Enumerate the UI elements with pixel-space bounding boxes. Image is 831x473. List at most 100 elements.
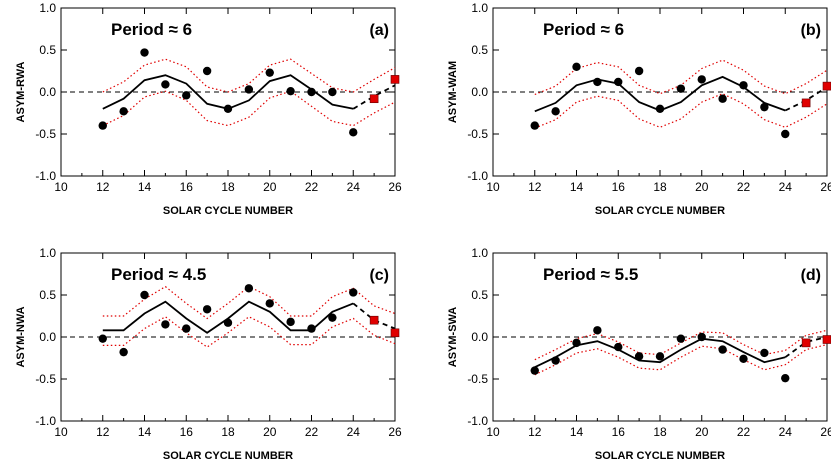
observed-point (551, 107, 560, 116)
observed-point (739, 81, 748, 90)
x-axis-label: SOLAR CYCLE NUMBER (595, 205, 725, 217)
y-tick-label: 1.0 (471, 1, 488, 15)
x-tick-label: 12 (528, 180, 542, 194)
x-tick-label: 10 (486, 425, 500, 439)
x-tick-label: 10 (486, 180, 500, 194)
lower-confidence-line (534, 344, 828, 376)
observed-point (98, 334, 107, 343)
observed-point (161, 80, 170, 89)
observed-point (202, 66, 212, 76)
observed-point (530, 121, 539, 130)
x-tick-label: 22 (737, 180, 751, 194)
x-tick-label: 20 (263, 425, 277, 439)
x-tick-label: 10 (54, 180, 68, 194)
x-tick-label: 14 (138, 425, 152, 439)
y-tick-label: -1.0 (35, 169, 56, 183)
observed-point (697, 332, 706, 342)
observed-point (140, 48, 149, 57)
observed-point (265, 68, 274, 77)
x-tick-label: 14 (138, 180, 152, 194)
panel-b: Period ≈ 6 (b) SOLAR CYCLE NUMBER ASYM-W… (447, 1, 831, 217)
panel-label: (c) (369, 267, 389, 284)
fit-line (102, 300, 354, 334)
x-tick-label: 10 (54, 425, 68, 439)
observed-point (634, 66, 644, 76)
observed-point (760, 102, 769, 112)
observed-point (676, 84, 686, 93)
predicted-point (801, 98, 811, 108)
observed-point (307, 87, 316, 97)
observed-point (307, 324, 316, 333)
observed-point (530, 366, 539, 375)
observed-point (614, 77, 623, 87)
chart-title: Period ≈ 6 (543, 20, 624, 39)
x-axis-label: SOLAR CYCLE NUMBER (163, 205, 293, 217)
observed-point (718, 345, 727, 354)
x-tick-label: 18 (653, 425, 667, 439)
y-tick-label: 0.5 (39, 43, 56, 57)
x-tick-label: 16 (612, 425, 626, 439)
panel-a: Period ≈ 6 (a) SOLAR CYCLE NUMBER ASYM-R… (15, 1, 402, 217)
fit-line-forecast (352, 84, 396, 110)
x-tick-label: 18 (653, 180, 667, 194)
observed-point (760, 348, 769, 358)
x-tick-label: 16 (180, 425, 194, 439)
observed-point (676, 334, 686, 343)
y-tick-label: 0.0 (471, 85, 488, 99)
panel-label: (b) (801, 22, 821, 39)
observed-point (634, 352, 644, 361)
observed-point (328, 87, 337, 97)
predicted-point (390, 75, 400, 84)
observed-point (739, 354, 748, 364)
observed-point (551, 356, 560, 365)
predicted-point (822, 335, 831, 344)
observed-point (223, 104, 233, 114)
x-tick-label: 26 (388, 180, 402, 194)
panel-label: (a) (369, 22, 389, 39)
upper-confidence-line (534, 329, 828, 361)
x-tick-label: 26 (820, 180, 831, 194)
observed-point (655, 352, 665, 361)
observed-point (572, 338, 581, 348)
y-tick-label: 0.0 (39, 330, 56, 344)
observed-point (593, 77, 602, 87)
y-tick-label: -0.5 (467, 372, 488, 386)
lower-confidence-line (102, 90, 396, 127)
lower-confidence-line (102, 316, 396, 348)
x-tick-label: 14 (570, 425, 584, 439)
x-tick-label: 24 (347, 180, 361, 194)
x-tick-label: 26 (388, 425, 402, 439)
panel-d: Period ≈ 5.5 (d) SOLAR CYCLE NUMBER ASYM… (447, 246, 831, 462)
upper-confidence-line (102, 58, 396, 93)
x-tick-label: 20 (263, 180, 277, 194)
chart-title: Period ≈ 5.5 (543, 265, 638, 284)
observed-point (202, 305, 212, 314)
observed-point (140, 290, 149, 300)
x-tick-label: 16 (180, 180, 194, 194)
x-axis-label: SOLAR CYCLE NUMBER (163, 450, 293, 462)
observed-point (286, 86, 295, 96)
y-tick-label: 1.0 (39, 246, 56, 260)
x-tick-label: 14 (570, 180, 584, 194)
y-tick-label: -0.5 (35, 372, 56, 386)
y-tick-label: -0.5 (35, 127, 56, 141)
y-tick-label: 1.0 (39, 1, 56, 15)
predicted-point (801, 338, 811, 348)
observed-point (161, 320, 170, 329)
x-axis-label: SOLAR CYCLE NUMBER (595, 450, 725, 462)
observed-point (119, 347, 128, 357)
observed-point (718, 94, 727, 103)
observed-point (697, 75, 706, 84)
y-tick-label: 0.5 (471, 43, 488, 57)
chart-title: Period ≈ 4.5 (111, 265, 206, 284)
observed-point (572, 62, 581, 71)
x-tick-label: 12 (528, 425, 542, 439)
observed-point (781, 373, 790, 383)
y-tick-label: -1.0 (35, 414, 56, 428)
x-tick-label: 26 (820, 425, 831, 439)
x-tick-label: 16 (612, 180, 626, 194)
observed-point (286, 317, 295, 327)
observed-point (655, 104, 665, 114)
y-tick-label: -0.5 (467, 127, 488, 141)
